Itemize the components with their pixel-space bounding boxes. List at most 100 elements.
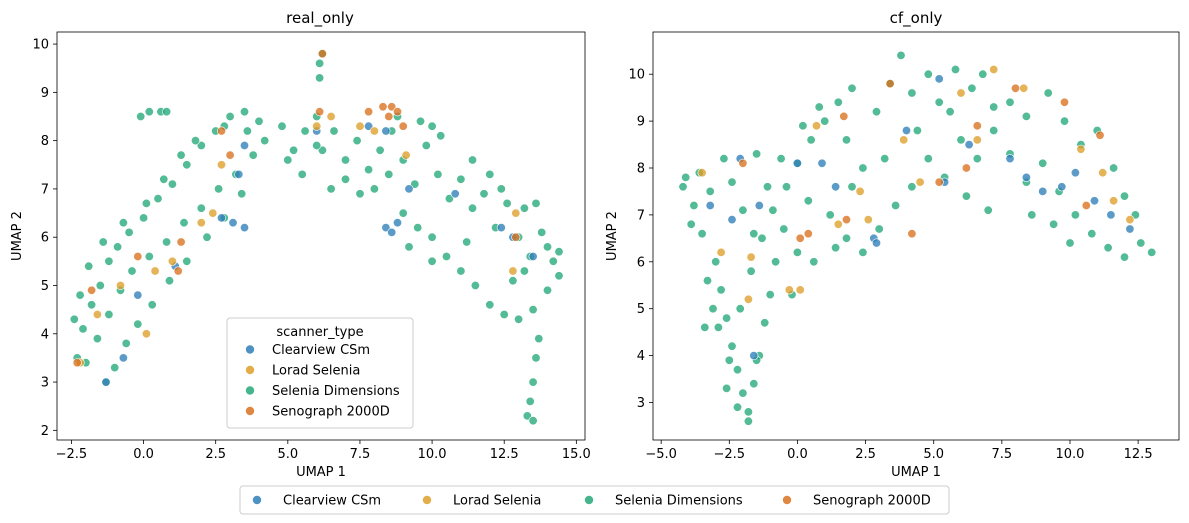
data-point [225, 112, 235, 122]
data-point [1005, 97, 1015, 107]
x-tick-label: −5.0 [645, 447, 677, 462]
data-point [511, 232, 521, 242]
legend-marker [782, 495, 792, 505]
y-tick-label: 4 [41, 327, 49, 342]
data-point [1125, 215, 1135, 225]
x-axis-label: UMAP 1 [296, 465, 346, 480]
data-point [340, 174, 350, 184]
data-point [531, 353, 541, 363]
inner-legend-box [226, 317, 414, 429]
data-point [713, 322, 723, 332]
data-point [179, 218, 189, 228]
figure-legend-box [239, 485, 950, 515]
data-point [961, 191, 971, 201]
data-point [989, 102, 999, 112]
data-point [87, 285, 97, 295]
cf-only-panel: cf_only −5.0 −2.5 0.0 2.5 5.0 7.5 10.0 12.5 3 4 5… [605, 9, 1180, 480]
data-point [989, 126, 999, 136]
legend-marker [584, 495, 594, 505]
data-point [1038, 158, 1048, 168]
data-point [525, 396, 535, 406]
data-point [317, 49, 327, 59]
data-point [87, 300, 97, 310]
legend-label: Selenia Dimensions [615, 494, 743, 509]
data-point [727, 341, 737, 351]
y-tick-label: 8 [41, 134, 49, 149]
data-point [708, 304, 718, 314]
data-point [901, 126, 911, 136]
data-point [858, 163, 868, 173]
data-point [531, 198, 541, 208]
data-point [1103, 243, 1113, 253]
data-point [841, 215, 851, 225]
data-point [934, 97, 944, 107]
data-point [781, 182, 791, 192]
data-point [738, 158, 748, 168]
data-point [470, 280, 480, 290]
data-point [681, 172, 691, 182]
data-point [809, 257, 819, 267]
data-point [141, 198, 151, 208]
data-point [784, 285, 794, 295]
data-point [825, 210, 835, 220]
data-point [727, 215, 737, 225]
data-point [803, 196, 813, 206]
data-point [182, 160, 192, 170]
data-point [705, 186, 715, 196]
data-point [972, 121, 982, 131]
data-point [462, 237, 472, 247]
data-point [467, 155, 477, 165]
data-point [496, 223, 506, 233]
y-tick-label: 7 [637, 208, 645, 223]
data-point [961, 163, 971, 173]
data-point [450, 189, 460, 199]
data-point [522, 411, 532, 421]
data-point [831, 182, 841, 192]
data-point [147, 300, 157, 310]
data-point [1070, 168, 1080, 178]
data-point [113, 242, 123, 252]
data-point [217, 126, 227, 136]
data-point [1120, 252, 1130, 262]
data-point [217, 160, 227, 170]
data-point [863, 215, 873, 225]
data-point [378, 102, 388, 112]
data-point [1027, 210, 1037, 220]
data-point [479, 189, 489, 199]
legend-marker [422, 495, 432, 505]
data-point [754, 201, 764, 211]
data-point [196, 218, 206, 228]
data-point [1106, 210, 1116, 220]
data-point [214, 184, 224, 194]
data-point [326, 184, 336, 194]
data-point [1109, 196, 1119, 206]
inner-legend-title: scanner_type [276, 325, 363, 340]
y-tick-label: 4 [637, 349, 645, 364]
data-point [92, 334, 102, 344]
data-point [110, 363, 120, 373]
x-tick-label: 10.0 [1056, 447, 1085, 462]
data-point [242, 126, 252, 136]
data-point [1021, 111, 1031, 121]
data-point [196, 141, 206, 151]
data-point [315, 107, 325, 117]
data-point [384, 169, 394, 179]
data-point [719, 154, 729, 164]
legend-marker [245, 406, 255, 416]
data-point [153, 194, 163, 204]
data-point [871, 238, 881, 248]
data-point [697, 168, 707, 178]
panel-title: real_only [286, 9, 354, 28]
data-point [1098, 168, 1108, 178]
data-point [387, 227, 397, 237]
data-point [202, 232, 212, 242]
data-point [749, 379, 759, 389]
data-point [519, 203, 529, 213]
data-point [78, 324, 88, 334]
data-point [467, 203, 477, 213]
data-point [398, 208, 408, 218]
data-point [896, 50, 906, 60]
data-point [716, 247, 726, 257]
y-tick-label: 9 [41, 86, 49, 101]
data-point [150, 266, 160, 276]
